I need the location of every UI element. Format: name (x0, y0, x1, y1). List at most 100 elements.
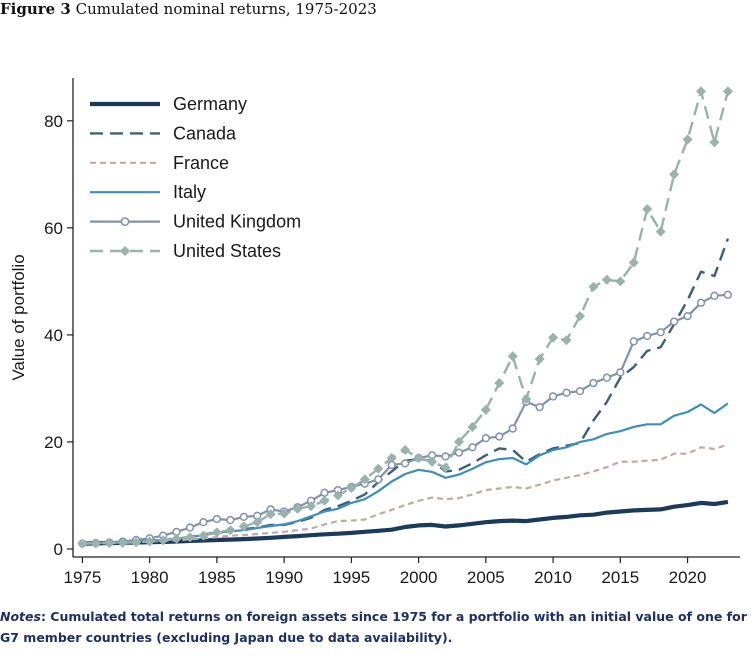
series-line-united-kingdom (82, 293, 728, 545)
figure-title: Figure 3 Cumulated nominal returns, 1975… (0, 0, 377, 18)
x-tick-label: 1985 (198, 568, 236, 587)
notes-label: Notes (0, 609, 41, 624)
x-tick-label: 2020 (669, 568, 707, 587)
data-point-united-states (642, 204, 653, 215)
data-point-united-states (144, 536, 155, 547)
x-tick-label: 2000 (400, 568, 438, 587)
data-point-united-states (279, 508, 290, 519)
data-point-united-states (306, 501, 317, 512)
data-point-united-states (90, 538, 101, 549)
data-point-united-states (373, 463, 384, 474)
data-point-united-states (359, 474, 370, 485)
y-tick-label: 60 (44, 219, 63, 238)
data-point-united-states (332, 490, 343, 501)
data-point-united-kingdom (185, 523, 195, 532)
data-point-united-kingdom (454, 448, 464, 457)
data-point-united-states (440, 462, 451, 473)
legend-label-italy: Italy (173, 182, 206, 202)
data-point-united-states (669, 169, 680, 180)
line-chart: 0 20 40 60 80 1975 1980 1985 1990 1995 2000 2005 201… (9, 78, 740, 587)
data-point-united-kingdom (441, 452, 450, 461)
data-point-united-states (400, 444, 411, 455)
series-markers (77, 86, 733, 549)
data-point-united-states (131, 537, 142, 548)
data-point-united-kingdom (468, 443, 477, 452)
data-point-united-kingdom (548, 392, 558, 401)
data-point-united-kingdom (374, 475, 383, 484)
data-point-united-states (413, 452, 424, 463)
data-point-united-kingdom (602, 373, 612, 382)
data-point-united-states (615, 276, 626, 287)
legend-label-canada: Canada (173, 123, 237, 143)
data-point-united-kingdom (723, 290, 733, 299)
data-point-united-states (292, 503, 303, 514)
x-tick-label: 2010 (534, 568, 572, 587)
data-point-united-states (480, 404, 491, 415)
data-point-united-kingdom (535, 402, 544, 412)
data-point-united-states (655, 226, 666, 237)
data-point-united-kingdom (589, 378, 598, 388)
data-point-united-states (211, 527, 222, 538)
data-point-united-kingdom (226, 515, 235, 525)
data-point-united-kingdom (320, 488, 329, 497)
data-point-united-states (521, 394, 532, 405)
legend: Germany Canada France Italy United Kingdom Un… (90, 94, 301, 261)
data-point-united-kingdom (656, 328, 665, 337)
data-point-united-kingdom (629, 337, 638, 346)
data-point-united-kingdom (508, 424, 517, 433)
x-tick-label: 1975 (63, 568, 101, 587)
data-point-united-states (467, 421, 478, 432)
data-point-united-states (104, 538, 115, 549)
data-point-united-states (77, 538, 88, 549)
data-point-united-kingdom (696, 298, 706, 307)
series-line-italy (82, 402, 729, 545)
legend-label-germany: Germany (173, 94, 247, 114)
data-point-united-kingdom (481, 434, 490, 443)
data-point-united-states (252, 517, 263, 528)
data-point-united-states (507, 351, 518, 362)
x-tick-label: 2015 (601, 568, 639, 587)
data-point-united-states (427, 456, 438, 467)
data-point-united-kingdom (239, 512, 248, 522)
data-point-united-states (184, 532, 195, 543)
data-point-united-states (158, 535, 169, 546)
figure-title-text: Cumulated nominal returns, 1975-2023 (75, 0, 377, 18)
data-point-united-kingdom (683, 312, 692, 321)
data-point-united-states (601, 274, 612, 285)
x-tick-label: 1990 (265, 568, 303, 587)
data-point-united-states (494, 378, 505, 389)
data-point-united-states (574, 311, 585, 322)
legend-marker-united-kingdom (120, 217, 130, 226)
data-point-united-states (319, 495, 330, 506)
figure-notes: Notes: Cumulated total returns on foreig… (0, 606, 750, 648)
data-point-united-states (171, 533, 182, 544)
legend-marker-united-states (120, 246, 130, 256)
data-point-united-kingdom (562, 388, 571, 397)
data-point-united-states (386, 452, 397, 463)
y-tick-label: 40 (44, 326, 63, 345)
data-point-united-states (238, 521, 249, 532)
data-point-united-kingdom (616, 368, 625, 377)
data-point-united-kingdom (643, 331, 652, 341)
data-point-united-states (722, 86, 733, 97)
x-tick-label: 2005 (467, 568, 505, 587)
data-point-united-kingdom (495, 432, 504, 441)
data-point-united-kingdom (212, 514, 222, 524)
legend-label-united-states: United States (173, 241, 281, 261)
series-line-canada (82, 238, 730, 545)
figure-label: Figure 3 (0, 0, 71, 18)
data-point-united-states (628, 257, 639, 268)
data-point-united-states (117, 537, 128, 548)
data-point-united-kingdom (199, 518, 208, 527)
legend-label-united-kingdom: United Kingdom (173, 212, 301, 232)
data-point-united-states (696, 86, 707, 97)
data-point-united-kingdom (710, 291, 719, 300)
data-point-united-kingdom (401, 459, 410, 468)
y-tick-label: 20 (44, 433, 63, 452)
notes-text: : Cumulated total returns on foreign ass… (0, 609, 747, 645)
axes: 0 20 40 60 80 1975 1980 1985 1990 1995 2000 2005 201… (9, 78, 740, 587)
data-point-united-states (265, 509, 276, 520)
y-tick-label: 80 (44, 112, 63, 131)
data-point-united-states (198, 530, 209, 541)
y-tick-label: 0 (54, 540, 63, 559)
